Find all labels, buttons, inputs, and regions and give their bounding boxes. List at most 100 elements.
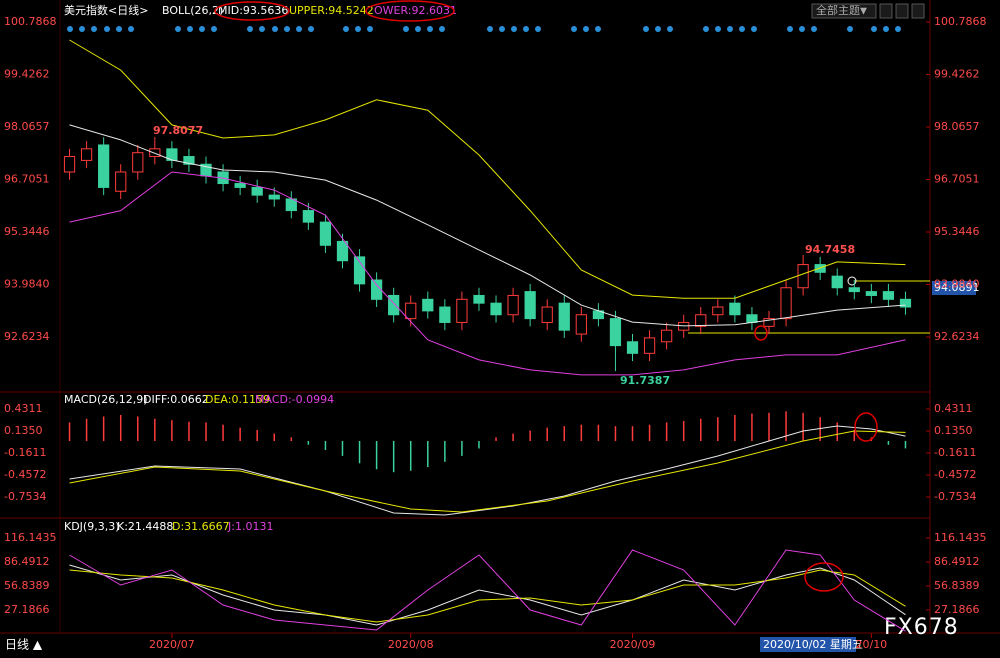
price-annotation: 94.7458 xyxy=(805,243,855,256)
signal-dot xyxy=(284,26,290,32)
candle-body xyxy=(882,291,895,300)
signal-dot xyxy=(187,26,193,32)
signal-dot xyxy=(715,26,721,32)
theme-arrow[interactable]: ▼ xyxy=(860,7,867,17)
candle-body xyxy=(899,298,912,308)
signal-dot xyxy=(523,26,529,32)
candle-body xyxy=(439,306,451,323)
price-annotation: 97.8077 xyxy=(153,124,203,137)
candle-body xyxy=(388,294,400,316)
candle-body xyxy=(490,302,502,316)
candle-body xyxy=(712,306,724,316)
y-tick-label: 95.3446 xyxy=(934,225,980,238)
signal-dot xyxy=(583,26,589,32)
y-tick-label: 92.6234 xyxy=(934,330,980,343)
signal-dot xyxy=(104,26,110,32)
chart-title: 美元指数<日线> xyxy=(64,3,148,17)
y-tick-label: -0.1611 xyxy=(4,446,46,459)
candle-body xyxy=(405,302,417,320)
highlight-circle xyxy=(804,562,844,592)
y-tick-label: 95.3446 xyxy=(4,225,50,238)
y-tick-label: 0.1350 xyxy=(4,424,43,437)
signal-dot xyxy=(643,26,649,32)
brand: FX678 xyxy=(884,615,959,640)
candle-body xyxy=(302,210,314,223)
y-tick-label: 98.0657 xyxy=(934,120,980,133)
indicator-line xyxy=(69,549,906,632)
y-tick-label: 98.0657 xyxy=(4,120,50,133)
signal-dot xyxy=(247,26,253,32)
signal-dot xyxy=(799,26,805,32)
legend-entry: MACD(26,12,9) xyxy=(64,393,148,406)
theme-button-label[interactable]: 全部主题 xyxy=(816,3,860,17)
legend-entry: K:21.4488 xyxy=(117,520,173,533)
candle-body xyxy=(422,298,434,312)
candle-body xyxy=(268,194,280,200)
y-tick-label: 100.7868 xyxy=(4,15,57,28)
signal-dot xyxy=(727,26,733,32)
theme-button[interactable] xyxy=(811,3,877,19)
tool-icon[interactable] xyxy=(911,3,925,19)
indicator-line xyxy=(69,425,906,516)
candle-body xyxy=(98,144,110,188)
marks: 美元指数<日线> BOLL(26,2)MID:93.5636 UPPER:94.52… xyxy=(4,3,987,651)
signal-dot xyxy=(847,26,853,32)
signal-dot xyxy=(67,26,73,32)
signal-dot xyxy=(403,26,409,32)
indicator-line xyxy=(69,569,906,623)
signal-dot xyxy=(308,26,314,32)
candle-body xyxy=(541,306,553,323)
signal-dot xyxy=(211,26,217,32)
candle-body xyxy=(763,318,775,327)
candle-body xyxy=(319,221,332,246)
y-tick-label: 27.1866 xyxy=(934,603,980,616)
y-tick-label: 0.4311 xyxy=(4,402,43,415)
signal-dot xyxy=(296,26,302,32)
y-tick-label: -0.4572 xyxy=(4,468,46,481)
candle-body xyxy=(456,298,468,323)
y-tick-label: 96.7051 xyxy=(934,172,980,185)
indicator-line xyxy=(69,564,906,626)
y-tick-label: 56.8389 xyxy=(4,579,50,592)
signal-dot xyxy=(703,26,709,32)
y-tick-label: 86.4912 xyxy=(4,555,50,568)
y-tick-label: -0.7534 xyxy=(4,490,46,503)
y-tick-label: -0.4572 xyxy=(934,468,976,481)
tool-icon[interactable] xyxy=(879,3,893,19)
candle-body xyxy=(848,287,860,293)
candle-body xyxy=(370,279,383,300)
legend-entry: UPPER:94.5242 xyxy=(289,4,374,17)
overlay xyxy=(214,0,878,592)
candle-body xyxy=(661,329,673,343)
signal-dot xyxy=(739,26,745,32)
candle-body xyxy=(831,275,843,289)
x-tick-label: 2020/07 xyxy=(149,638,195,651)
signal-dot xyxy=(871,26,877,32)
indicator-line xyxy=(69,171,906,376)
signal-dot xyxy=(128,26,134,32)
y-tick-label: -0.7534 xyxy=(934,490,976,503)
candle-body xyxy=(780,287,792,320)
highlight-circle xyxy=(365,0,455,22)
candle-body xyxy=(149,148,161,158)
highlight-circle xyxy=(854,412,878,442)
period-label[interactable]: 日线 ▲ xyxy=(5,638,43,652)
candle-body xyxy=(865,291,877,296)
signal-dot xyxy=(272,26,278,32)
signal-dot xyxy=(883,26,889,32)
candle-body xyxy=(729,302,741,316)
tool-icon[interactable] xyxy=(895,3,909,19)
candle-body xyxy=(746,314,758,323)
date-label: 2020/10/02 星期五 xyxy=(763,638,863,651)
y-tick-label: 116.1435 xyxy=(4,531,57,544)
y-tick-label: 0.4311 xyxy=(934,402,973,415)
signal-dot xyxy=(751,26,757,32)
y-tick-label: 100.7868 xyxy=(934,15,987,28)
legend-entry: BOLL(26,2) xyxy=(162,4,223,17)
signal-dot xyxy=(91,26,97,32)
x-tick-label: 2020/09 xyxy=(610,638,656,651)
candle-body xyxy=(575,314,587,335)
y-tick-label: -0.1611 xyxy=(934,446,976,459)
